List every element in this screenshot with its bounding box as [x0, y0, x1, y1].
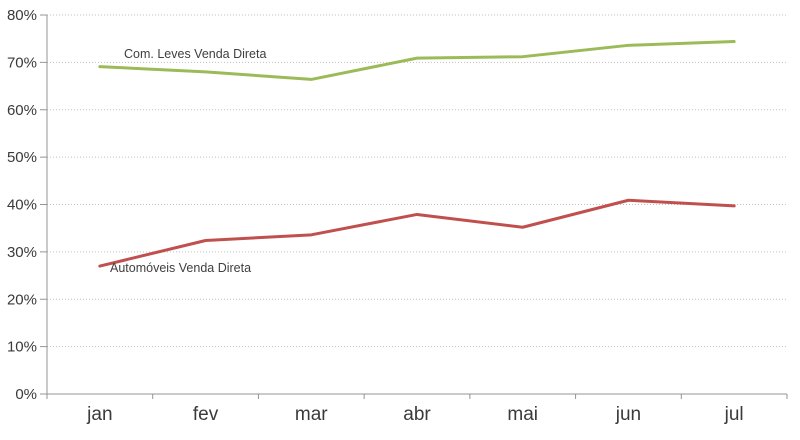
y-axis-tick-label: 40% — [7, 197, 37, 214]
y-axis-tick-label: 50% — [7, 149, 37, 166]
series-line-com-leves-venda-direta — [98, 40, 736, 81]
y-axis-tick-label: 0% — [15, 386, 37, 403]
y-axis-tick-label: 60% — [7, 102, 37, 119]
x-axis-tick-label: fev — [193, 404, 219, 425]
series-line-autom-veis-venda-direta — [98, 198, 736, 268]
x-axis-tick-label: jun — [615, 404, 641, 425]
x-axis-tick-label: jul — [724, 404, 744, 425]
y-axis-tick-label: 80% — [7, 7, 37, 24]
series-label-com-leves-venda-direta: Com. Leves Venda Direta — [124, 47, 267, 61]
y-axis-tick-label: 20% — [7, 291, 37, 308]
y-axis-tick-label: 30% — [7, 244, 37, 261]
x-axis-tick-label: abr — [403, 404, 431, 425]
y-axis-tick-label: 70% — [7, 54, 37, 71]
x-axis-tick-label: jan — [86, 404, 112, 425]
series-label-automoveis-venda-direta: Automóveis Venda Direta — [110, 261, 252, 275]
x-axis-tick-label: mai — [507, 404, 538, 425]
x-axis-tick-label: mar — [295, 404, 328, 425]
y-axis-tick-label: 10% — [7, 339, 37, 356]
